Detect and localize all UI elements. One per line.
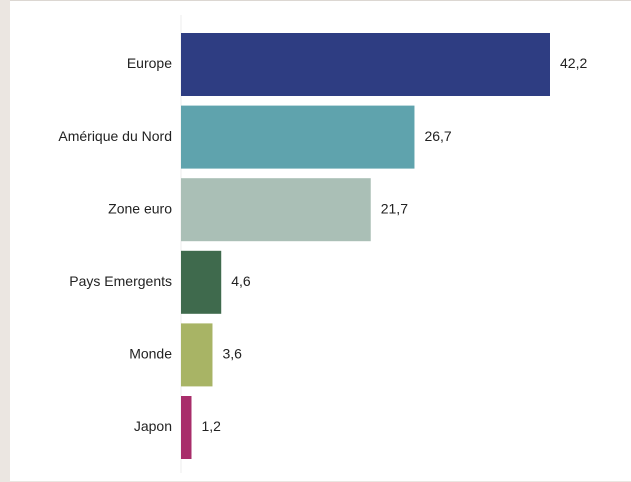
bar <box>181 396 192 459</box>
category-label: Monde <box>129 346 172 362</box>
bar <box>181 323 213 387</box>
bar <box>181 105 415 169</box>
bar <box>181 33 550 96</box>
category-label: Amérique du Nord <box>58 128 172 144</box>
category-label: Zone euro <box>108 200 172 216</box>
category-label: Europe <box>127 55 172 71</box>
chart-panel: Europe 42,2 Amérique du Nord 26,7 Zone euro 2… <box>10 0 631 481</box>
bar <box>181 250 222 314</box>
value-label: 26,7 <box>424 128 451 144</box>
value-label: 1,2 <box>201 418 221 434</box>
value-label: 3,6 <box>222 346 242 362</box>
bars-group: Europe 42,2 Amérique du Nord 26,7 Zone euro 2… <box>58 33 587 459</box>
category-label: Japon <box>134 418 172 434</box>
bar-chart: Europe 42,2 Amérique du Nord 26,7 Zone euro 2… <box>58 15 587 473</box>
bar <box>181 178 371 242</box>
value-label: 42,2 <box>560 55 587 71</box>
category-label: Pays Emergents <box>69 273 172 289</box>
value-label: 4,6 <box>231 273 251 289</box>
value-label: 21,7 <box>381 200 408 216</box>
